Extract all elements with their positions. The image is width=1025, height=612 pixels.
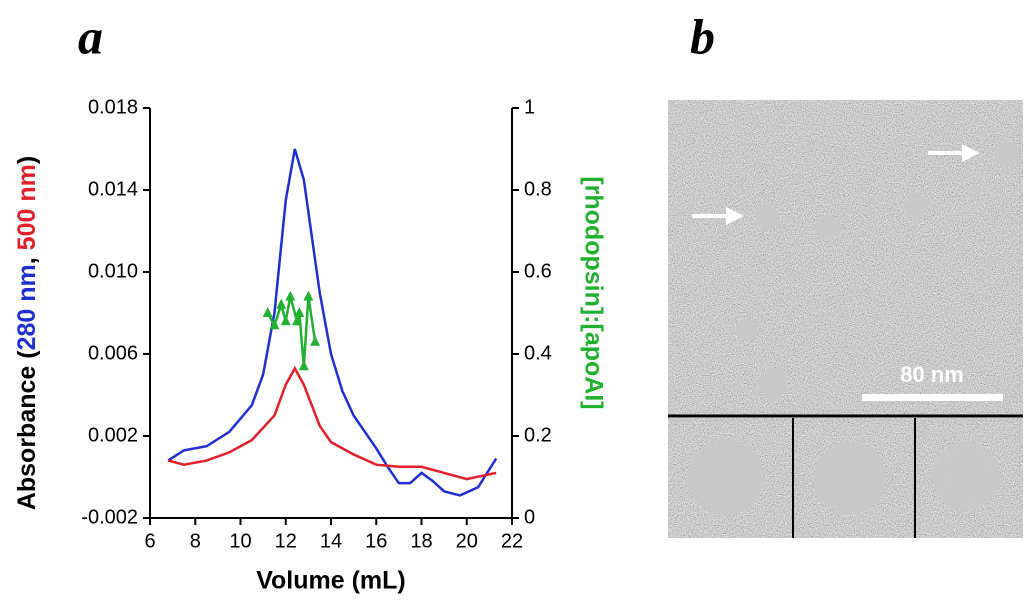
marker [276, 298, 287, 309]
series-line [266, 296, 317, 367]
marker [310, 335, 321, 346]
x-tick-label: 12 [275, 530, 297, 552]
y2-axis-label: [rhodopsin]:[apoAI] [579, 176, 607, 409]
marker [269, 319, 280, 330]
y2-tick-label: 0 [524, 506, 535, 528]
x-tick-label: 8 [190, 530, 201, 552]
marker [303, 290, 314, 301]
micrograph: 80 nm [668, 100, 1023, 538]
x-tick-label: 10 [229, 530, 251, 552]
marker [262, 307, 273, 317]
scale-bar-label: 80 nm [900, 362, 964, 387]
marker [280, 315, 291, 326]
y-tick-label: 0.014 [88, 178, 138, 200]
y-axis-label-part: 280 nm [13, 264, 41, 350]
x-axis-label: Volume (mL) [256, 567, 406, 595]
y-axis-label-part: , [13, 250, 41, 264]
y2-tick-label: 0.8 [524, 178, 552, 200]
y2-tick-label: 0.4 [524, 342, 552, 364]
y-axis-label: Absorbance (280 nm, 500 nm) [13, 156, 41, 510]
y-axis-label-part: 500 nm [13, 164, 41, 250]
x-tick-label: 6 [144, 530, 155, 552]
marker [298, 360, 309, 371]
x-tick-label: 16 [365, 530, 387, 552]
y-tick-label: 0.010 [88, 260, 138, 282]
y2-tick-label: 1 [524, 96, 535, 118]
x-tick-label: 18 [410, 530, 432, 552]
x-tick-label: 20 [456, 530, 478, 552]
y-axis-label-part: Absorbance ( [13, 350, 41, 510]
panel-label: b [690, 8, 715, 64]
y-axis-label-part: ) [13, 156, 41, 164]
marker [294, 307, 305, 317]
y2-tick-label: 0.2 [524, 424, 552, 446]
y-tick-label: 0.002 [88, 424, 138, 446]
x-tick-label: 22 [501, 530, 523, 552]
marker [285, 290, 296, 301]
series-line [167, 148, 498, 497]
y2-tick-label: 0.6 [524, 260, 552, 282]
x-tick-label: 14 [320, 530, 342, 552]
y-tick-label: -0.002 [81, 506, 138, 528]
marker [292, 315, 303, 326]
y-tick-label: 0.018 [88, 96, 138, 118]
panel-label: a [78, 8, 103, 64]
series-line [167, 365, 497, 481]
y-tick-label: 0.006 [88, 342, 138, 364]
